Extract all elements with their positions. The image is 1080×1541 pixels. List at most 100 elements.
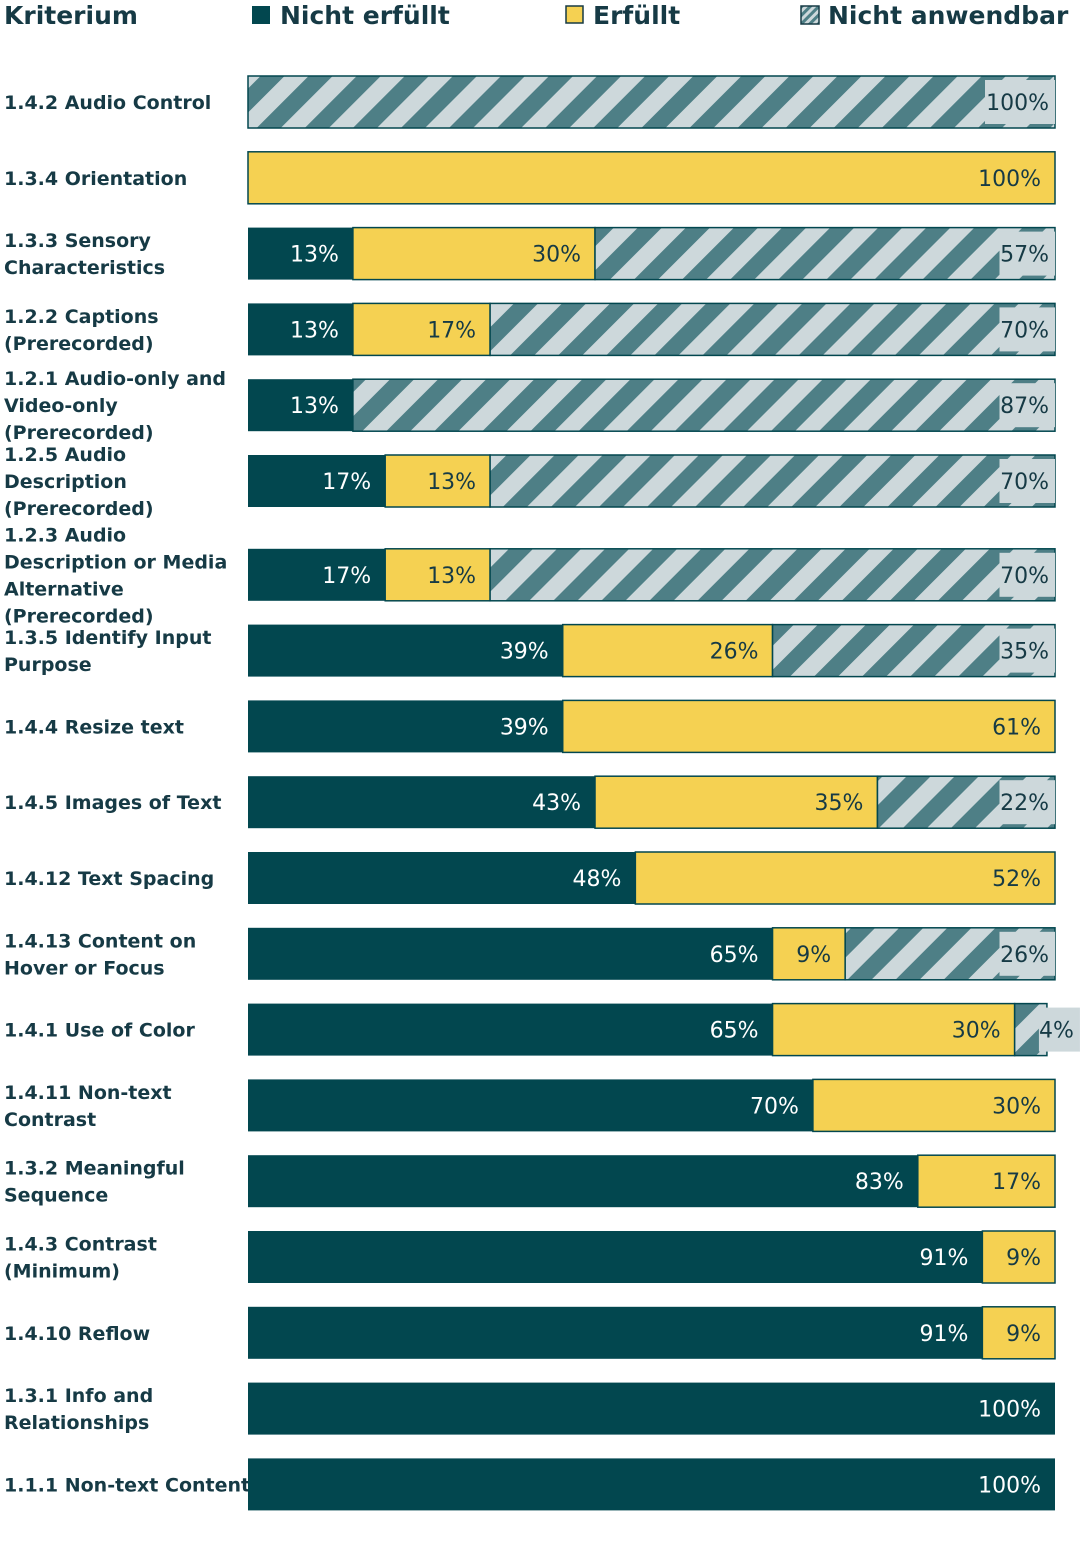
bar-segment-na [352,378,1056,432]
value-label-backdrop [999,459,1055,503]
bar-segment-na [489,302,1056,357]
value-label-na: 26% [1000,943,1049,968]
value-label-failed: 17% [322,564,371,589]
category-label: 1.4.4 Resize text [4,716,184,738]
bar-segment-met [771,1002,1016,1057]
bar-segment-met [812,1078,1056,1133]
legend-label-met: Erfüllt [593,1,680,30]
criterion-column-header: Kriterium [4,1,138,30]
value-label-met: 17% [427,318,476,343]
legend-swatch-na [800,5,820,25]
bar-segment-failed [248,1306,983,1359]
bar-row: 1.2.5 Audio Description (Prerecorded) 17% 13… [4,444,1056,520]
value-label-met: 100% [978,167,1041,192]
bar-row: 1.4.1 Use of Color 65% 30% 4% [4,1002,1080,1057]
value-label-failed: 65% [710,943,759,968]
value-label-met: 9% [1006,1322,1041,1347]
value-label-na: 35% [1000,640,1049,665]
bar-segment-met [247,151,1056,205]
bar-segment-failed [248,303,353,356]
bar-row: 1.3.3 Sensory Characteristics 13% 30% 57% [4,226,1056,281]
bar-segment-failed [248,776,596,829]
value-label-failed: 70% [750,1094,799,1119]
value-label-met: 35% [815,791,864,816]
category-label: 1.4.10 Reflow [4,1323,150,1345]
bar-row: 1.4.3 Contrast (Minimum) 91% 9% [4,1230,1056,1284]
bar-segment-met [561,623,774,678]
bar-row: 1.4.4 Resize text 39% 61% [4,699,1056,754]
category-label: 1.4.1 Use of Color [4,1020,195,1042]
value-label-failed: 43% [532,791,581,816]
bar-segment-failed [248,379,353,432]
bar-segment-met [384,548,491,602]
value-label-met: 30% [992,1094,1041,1119]
value-label-backdrop [999,383,1055,428]
value-label-na: 4% [1039,1019,1074,1044]
category-label: 1.4.2 Audio Control [4,92,211,114]
category-label: 1.2.2 Captions (Prerecorded) [4,306,159,355]
category-label: 1.2.5 Audio Description (Prerecorded) [4,444,154,520]
category-label: 1.3.5 Identify Input Purpose [4,627,211,676]
bar-rows: 1.4.2 Audio Control 100%1.3.4 Orientation… [4,75,1080,1511]
value-label-failed: 65% [710,1019,759,1044]
bar-segment-met [561,699,1056,754]
value-label-backdrop [985,80,1055,124]
bar-segment-failed [248,927,773,980]
value-label-failed: 100% [978,1398,1041,1423]
bar-segment-failed [248,1079,813,1132]
value-label-backdrop [999,780,1055,825]
category-label: 1.4.11 Non-text Contrast [4,1082,172,1131]
category-label: 1.4.5 Images of Text [4,792,221,814]
category-label: 1.3.4 Orientation [4,168,187,190]
value-label-na: 70% [1000,470,1049,495]
bar-row: 1.2.1 Audio-only and Video-only (Prerecord… [4,368,1056,444]
value-label-met: 26% [710,640,759,665]
category-label: 1.4.12 Text Spacing [4,868,214,890]
bar-segment-met [981,1230,1056,1284]
legend: Nicht erfüllt Erfüllt Nicht anwendbar [252,1,1069,30]
chart-header: Kriterium Nicht erfüllt Erfüllt Nicht an… [4,1,1069,30]
bar-segment-na [247,75,1056,129]
value-label-met: 17% [992,1170,1041,1195]
legend-swatch-failed [252,6,270,24]
bar-row: 1.3.5 Identify Input Purpose 39% 26% 35% [4,623,1056,678]
bar-row: 1.4.5 Images of Text 43% 35% 22% [4,775,1056,829]
category-label: 1.4.13 Content on Hover or Focus [4,930,196,979]
value-label-backdrop [999,231,1055,276]
category-label: 1.2.3 Audio Description or Media Alternati… [4,524,227,627]
value-label-backdrop [999,628,1055,673]
bar-segment-met [352,226,596,281]
value-label-failed: 83% [855,1170,904,1195]
bar-segment-na [594,226,1056,281]
value-label-na: 22% [1000,791,1049,816]
value-label-backdrop [999,931,1055,976]
bar-row: 1.4.10 Reflow 91% 9% [4,1306,1056,1360]
value-label-failed: 39% [500,640,549,665]
bar-segment-na [489,454,1056,508]
bar-row: 1.1.1 Non-text Content 100% [4,1458,1055,1511]
bar-row: 1.4.2 Audio Control 100% [4,75,1056,129]
category-label: 1.3.1 Info and Relationships [4,1385,153,1434]
bar-row: 1.3.4 Orientation 100% [4,151,1056,205]
category-label: 1.3.3 Sensory Characteristics [4,230,165,279]
value-label-backdrop [999,552,1055,597]
category-label: 1.1.1 Non-text Content [4,1474,250,1496]
bar-segment-met [981,1306,1056,1360]
legend-label-failed: Nicht erfüllt [280,1,450,30]
legend-label-na: Nicht anwendbar [828,1,1069,30]
legend-swatch-met [565,5,584,24]
bar-segment-na [489,548,1056,602]
value-label-na: 57% [1000,243,1049,268]
value-label-failed: 100% [978,1473,1041,1498]
bar-segment-failed [248,1382,1055,1435]
value-label-met: 9% [1006,1246,1041,1271]
bar-segment-failed [248,1231,983,1283]
category-label: 1.3.2 Meaningful Sequence [4,1158,185,1207]
value-label-met: 13% [427,564,476,589]
value-label-backdrop [999,307,1055,352]
value-label-met: 13% [427,470,476,495]
bar-segment-met [634,851,1056,905]
bar-segment-failed [248,624,563,677]
category-label: 1.2.1 Audio-only and Video-only (Prerecord… [4,368,226,444]
